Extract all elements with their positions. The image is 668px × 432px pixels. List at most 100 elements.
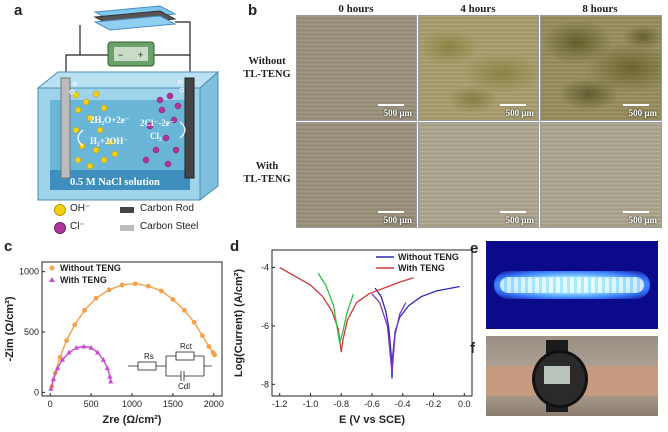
carbon-steel-legend-label: Carbon Steel	[140, 221, 199, 232]
panel-label-e: e	[470, 240, 479, 257]
data-point	[145, 283, 151, 289]
y-axis-label: -Zim (Ω/cm²)	[4, 296, 16, 361]
data-point	[54, 365, 61, 371]
data-point	[81, 343, 87, 349]
circuit-label-rct: Rct	[180, 342, 193, 351]
cl-legend-marker	[54, 222, 66, 234]
micrograph-with-0h: 500 μm	[296, 122, 417, 228]
x-tick-label: -1.0	[303, 399, 319, 409]
anode-reaction-2: Cl₂	[150, 131, 162, 141]
data-point	[66, 349, 72, 355]
series-line-1	[279, 266, 414, 353]
panel-label-f: f	[470, 340, 475, 357]
x-tick-label: -1.2	[272, 399, 288, 409]
data-point	[108, 378, 114, 384]
micrograph-without-0h: 500 μm	[296, 15, 417, 121]
data-point	[57, 354, 63, 360]
data-point	[82, 307, 87, 313]
reaction-arrow-right	[179, 121, 186, 139]
oh-ion-particles	[72, 90, 119, 170]
micrograph-without-4h: 500 μm	[418, 15, 539, 121]
cathode-reaction-2: H₂+2OH⁻	[90, 136, 129, 146]
carbon-steel-legend-marker	[120, 225, 134, 231]
legend-label: With TENG	[60, 275, 107, 285]
y-tick-label: -8	[261, 379, 269, 389]
micrograph-with-4h: 500 μm	[418, 122, 539, 228]
data-point	[64, 338, 69, 343]
led-array-photo	[486, 241, 658, 329]
circuit-label-rs: Rs	[144, 352, 154, 361]
oh-legend-marker	[54, 204, 66, 216]
x-tick-label: -0.2	[426, 399, 442, 409]
data-point	[132, 281, 138, 287]
data-point	[159, 288, 164, 294]
electrolysis-schematic: − +	[36, 5, 220, 202]
scale-bar	[378, 211, 404, 213]
series-line-2	[371, 293, 407, 373]
data-point	[199, 333, 205, 339]
column-header-8h: 8 hours	[582, 3, 618, 15]
data-point	[50, 376, 57, 382]
x-tick-label: 2000	[204, 399, 224, 409]
y-tick-label: 1000	[19, 267, 39, 277]
scale-bar	[623, 104, 649, 106]
micrograph-without-8h: 500 μm	[540, 15, 662, 121]
series-line-1	[50, 345, 112, 389]
scale-label: 500 μm	[628, 108, 657, 118]
column-header-0h: 0 hours	[338, 3, 374, 15]
data-point	[170, 297, 176, 302]
scale-bar	[500, 211, 526, 213]
panel-label-b: b	[248, 2, 258, 19]
row-label-with-line1: With	[255, 161, 279, 172]
y-tick-label: 500	[24, 327, 39, 337]
x-tick-label: -0.8	[333, 399, 349, 409]
gas-bubbles	[69, 80, 185, 95]
legend-label: Without TENG	[60, 263, 121, 273]
anode-reaction-1: 2Cl⁻-2e⁻	[140, 118, 175, 128]
teng-device-icon	[93, 5, 177, 31]
rectifier-icon: − +	[107, 41, 155, 67]
data-point	[206, 344, 212, 349]
svg-text:−: −	[118, 50, 123, 60]
watch-photo	[486, 336, 658, 416]
x-tick-label: 1000	[122, 399, 142, 409]
data-point	[191, 319, 197, 325]
x-tick-label: 0.0	[458, 399, 471, 409]
row-label-with-line2: TL-TENG	[243, 174, 291, 185]
y-tick-label: 0	[34, 387, 39, 397]
watch-display	[544, 366, 570, 384]
scale-label: 500 μm	[505, 108, 534, 118]
solution-label: 0.5 M NaCl solution	[70, 177, 160, 188]
data-point	[48, 385, 54, 391]
scale-label: 500 μm	[628, 215, 657, 225]
scale-bar	[623, 211, 649, 213]
tafel-plot: -1.2 -1.0 -0.8 -0.6 -0.4 -0.2 0.0 -4 -6 -8 Without…	[233, 249, 473, 426]
panel-label-a: a	[14, 2, 23, 19]
scale-label: 500 μm	[505, 215, 534, 225]
x-axis-label: Zre (Ω/cm²)	[103, 414, 162, 426]
x-axis-label: E (V vs SCE)	[339, 414, 405, 426]
scale-bar	[500, 104, 526, 106]
legend-label: With TENG	[398, 263, 445, 273]
row-label-without: Without TL-TENG	[240, 55, 294, 81]
cl-ion-particles	[142, 92, 182, 168]
data-point	[73, 344, 79, 350]
svg-text:+: +	[138, 50, 143, 60]
legend-marker	[49, 277, 55, 282]
data-point	[106, 287, 112, 293]
data-point	[100, 356, 106, 362]
cl-legend-label: Cl⁻	[70, 221, 85, 232]
column-header-4h: 4 hours	[460, 3, 496, 15]
row-label-without-line1: Without	[248, 56, 286, 67]
series-line-0	[51, 282, 216, 387]
data-point	[212, 352, 218, 358]
data-point	[107, 373, 113, 379]
carbon-rod-legend-label: Carbon Rod	[140, 203, 194, 214]
x-tick-label: -0.6	[364, 399, 380, 409]
cathode-reaction-1: 2H₂O+2e⁻	[90, 115, 130, 125]
circuit-label-cdl: Cdl	[178, 382, 190, 391]
data-point	[181, 307, 187, 313]
y-axis-label: Log(Current) (A/cm²)	[233, 269, 245, 377]
legend-marker	[49, 265, 55, 271]
data-point	[119, 282, 125, 288]
